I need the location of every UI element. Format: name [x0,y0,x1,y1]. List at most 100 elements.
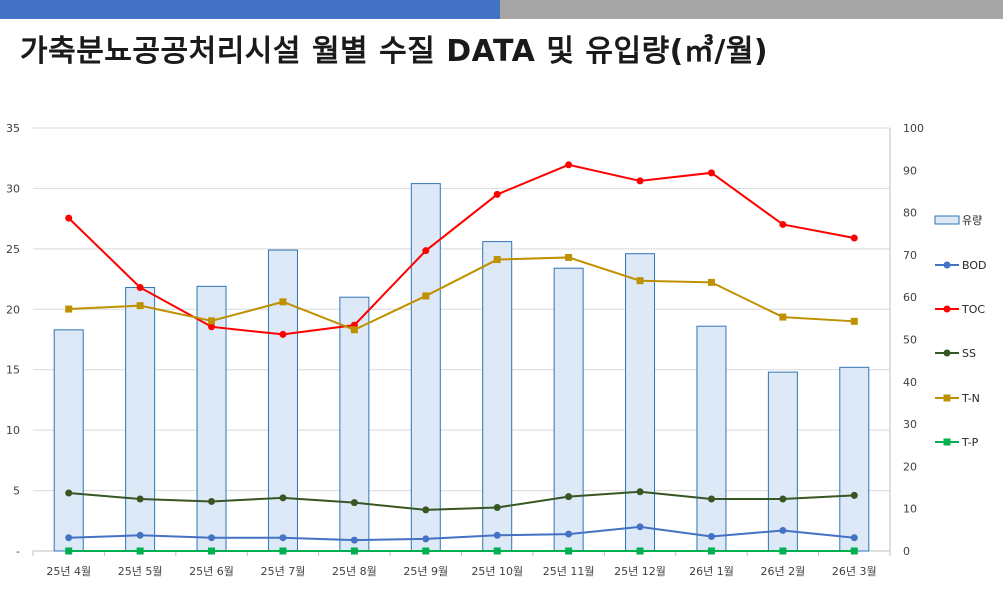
point-T-N [850,317,858,325]
point-T-P [136,547,144,555]
point-BOD [350,536,358,544]
page-title: 가축분뇨공공처리시설 월별 수질 DATA 및 유입량(㎥/월) [20,34,769,69]
y-left-tick-label: 5 [13,485,20,498]
point-SS [636,488,644,496]
x-tick-label: 25년 4월 [46,565,91,578]
point-TOC [422,247,430,255]
x-tick-label: 25년 7월 [261,565,306,578]
bar-유량 [125,287,156,552]
y-left-tick-label: 20 [6,303,20,316]
point-T-N [636,277,644,285]
point-SS [208,497,216,505]
legend-marker-T-P [943,438,951,446]
y-right-tick-label: 40 [903,376,917,389]
point-TOC [707,169,715,177]
point-T-N [208,317,216,325]
series-line-BOD [68,525,855,542]
point-T-P [636,547,644,555]
y-right-tick-label: 70 [903,249,917,262]
y-left-tick-label: 10 [6,424,20,437]
point-TOC [565,161,573,169]
point-T-P [279,547,287,555]
header-accent-gray [500,0,1003,19]
legend-label-TOC: TOC [961,303,985,316]
point-TOC [850,234,858,242]
x-tick-label: 26년 3월 [832,565,877,578]
series-line-T-N [68,256,855,331]
x-tick-label: 25년 6월 [189,565,234,578]
x-tick-label: 25년 12월 [614,565,666,578]
legend-label-SS: SS [962,347,976,360]
point-T-P [350,547,358,555]
point-SS [493,503,501,511]
point-SS [707,495,715,503]
point-T-N [707,278,715,286]
x-tick-label: 25년 8월 [332,565,377,578]
y-left-tick-label: 35 [6,122,20,135]
point-SS [850,491,858,499]
point-TOC [779,220,787,228]
point-TOC [136,283,144,291]
header-accent-blue [0,0,500,19]
point-BOD [136,531,144,539]
series-line-SS [68,490,855,511]
point-T-P [208,547,216,555]
point-SS [279,494,287,502]
y-left-tick-label: 15 [6,364,20,377]
point-T-P [707,547,715,555]
x-tick-label: 25년 10월 [471,565,523,578]
y-right-tick-label: 20 [903,460,917,473]
header-accent-bar [0,0,1003,19]
point-TOC [493,190,501,198]
point-BOD [422,535,430,543]
point-T-N [65,305,73,313]
point-T-N [279,298,287,306]
point-T-N [493,256,501,264]
y-left-tick-label: 30 [6,182,20,195]
bar-유량 [696,325,727,552]
point-SS [422,506,430,514]
point-T-P [850,547,858,555]
y-right-tick-label: 90 [903,164,917,177]
point-TOC [279,330,287,338]
point-T-P [565,547,573,555]
point-T-N [136,302,144,310]
point-T-N [350,326,358,334]
point-SS [136,495,144,503]
point-TOC [65,214,73,222]
legend-marker-SS [943,349,951,357]
point-SS [65,489,73,497]
point-BOD [636,523,644,531]
x-tick-label: 25년 11월 [543,565,595,578]
point-BOD [65,534,73,542]
point-T-N [422,292,430,300]
point-T-P [422,547,430,555]
point-T-P [493,547,501,555]
point-TOC [636,177,644,185]
bar-유량 [767,371,798,552]
legend-marker-TOC [943,305,951,313]
y-right-tick-label: 0 [903,545,910,558]
y-left-tick-label: 25 [6,243,20,256]
point-TOC [208,323,216,331]
point-SS [350,499,358,507]
point-BOD [779,526,787,534]
bar-유량 [553,267,584,552]
y-right-tick-label: 10 [903,503,917,516]
bar-유량 [410,183,441,552]
x-tick-label: 25년 9월 [403,565,448,578]
point-T-P [779,547,787,555]
legend-label-T-P: T-P [961,436,979,449]
y-right-tick-label: 30 [903,418,917,431]
legend-marker-T-N [943,394,951,402]
point-T-P [65,547,73,555]
point-T-N [779,313,787,321]
x-tick-label: 26년 2월 [761,565,806,578]
y-right-tick-label: 60 [903,291,917,304]
x-tick-label: 26년 1월 [689,565,734,578]
bar-유량 [625,253,656,552]
point-BOD [279,534,287,542]
bar-유량 [339,296,370,552]
point-SS [779,495,787,503]
